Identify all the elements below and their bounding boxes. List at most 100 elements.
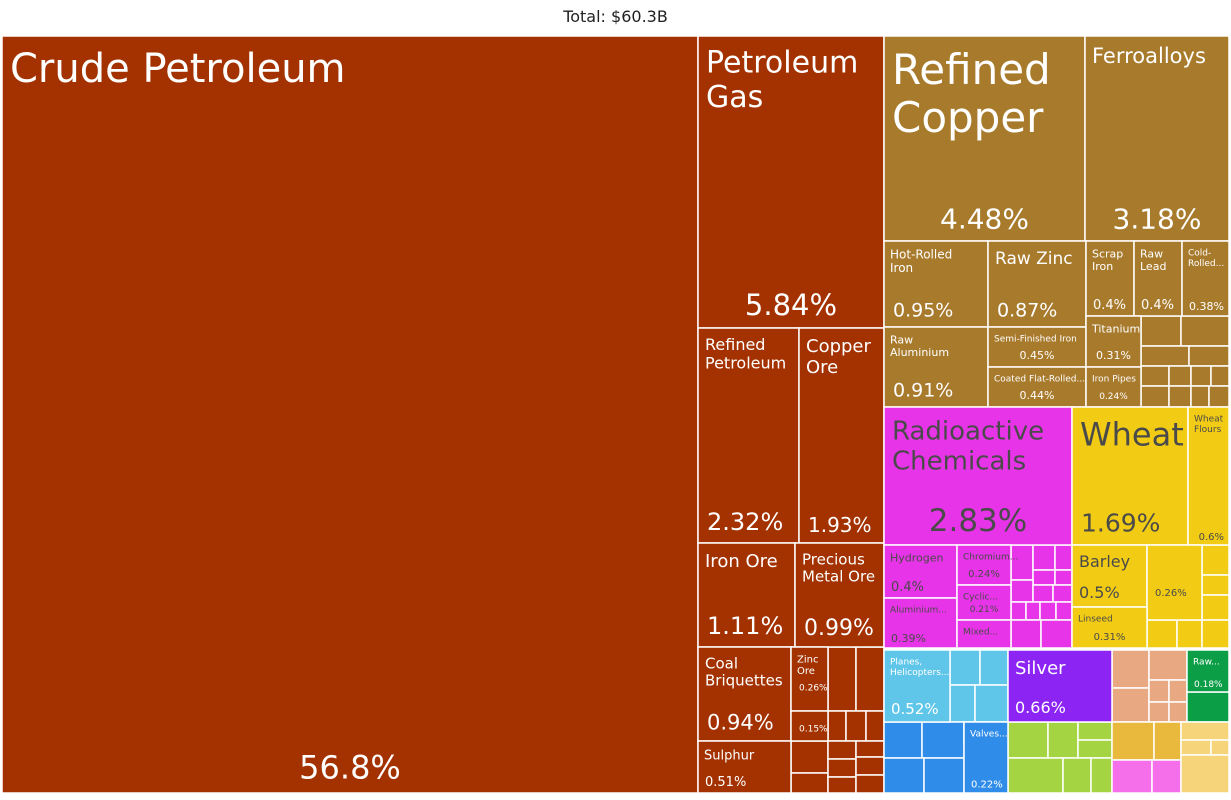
- treemap-tile-refined-copper: [883, 35, 1086, 242]
- tile-label-chromium: Chromium...: [963, 553, 1018, 563]
- tile-label-coal-briquettes: Briquettes: [705, 672, 783, 690]
- tile-label-zinc-ore: Ore: [797, 666, 815, 677]
- tile-label-wheat-flours: Wheat: [1194, 415, 1224, 425]
- treemap-tile-scrap-iron: [1085, 240, 1135, 317]
- tile-value-crude-petroleum: 56.8%: [299, 749, 401, 787]
- treemap-tile-mineral-small: [855, 774, 885, 794]
- treemap-tile-misc-small: [1180, 739, 1212, 756]
- tile-label-aluminium: Aluminium...: [890, 606, 947, 616]
- tile-value-valves: 0.22%: [971, 780, 1003, 791]
- tile-label-scrap-iron: Iron: [1092, 260, 1113, 273]
- treemap-tile-mineral-small: [790, 772, 829, 794]
- treemap-tile-animal-small: [1077, 739, 1113, 759]
- treemap-tile-iron-pipes: [1085, 366, 1142, 408]
- treemap-tile-chemical-small: [1032, 584, 1054, 603]
- treemap-tile-mineral-small: [827, 740, 857, 760]
- treemap-tile-metal-small: [1208, 385, 1230, 408]
- treemap-tile-crude-petroleum: [1, 35, 699, 794]
- treemap-tile-metal-small: [1140, 365, 1170, 387]
- treemap-tile-petroleum-gas: [697, 35, 885, 329]
- treemap-tile-mineral-small: [855, 740, 885, 758]
- tile-value-barley: 0.5%: [1079, 583, 1120, 602]
- tile-label-copper-ore: Ore: [806, 357, 838, 378]
- treemap-tile-iron-ore: [697, 542, 796, 648]
- tile-label-radioactive-chemicals: Radioactive: [892, 417, 1044, 447]
- tile-value-planes-helicopters: 0.52%: [891, 700, 939, 718]
- tile-label-planes-helicopters: Planes,: [890, 658, 922, 668]
- treemap-tile-metal-small: [1140, 385, 1170, 408]
- tile-label-refined-copper: Refined: [892, 45, 1051, 94]
- treemap-tile-metal-small: [1168, 385, 1192, 408]
- treemap-tile-chemical-small: [1032, 544, 1056, 571]
- tile-value-copper-ore: 1.93%: [808, 513, 872, 537]
- treemap-tile-animal-small: [1090, 757, 1113, 794]
- treemap-tile-sulphur: [697, 740, 792, 794]
- tile-value-wheat: 1.69%: [1081, 508, 1160, 537]
- tile-label-copper-ore: Copper: [806, 336, 872, 357]
- treemap-tile-plastic-small: [1111, 759, 1153, 794]
- tile-value-raw: 0.18%: [1194, 680, 1223, 690]
- treemap-tile-chemical-small: [1052, 584, 1073, 603]
- treemap-tile-raw-lead: [1133, 240, 1183, 317]
- tile-value-wheat-flours: 0.6%: [1199, 532, 1224, 543]
- treemap-tile-barley: [1071, 544, 1148, 608]
- chart-title: Total: $60.3B: [563, 7, 668, 26]
- treemap-tile-aluminium: [883, 597, 958, 649]
- treemap-tile-coal-briquettes: [697, 646, 792, 742]
- tile-value-silver: 0.66%: [1015, 698, 1066, 717]
- tile-label-precious-metal-ore: Metal Ore: [802, 568, 875, 586]
- tile-value-aluminium: 0.39%: [891, 632, 926, 645]
- treemap-tile-vegetable-small: [1201, 544, 1230, 576]
- treemap-tile-metal-small: [1190, 385, 1210, 408]
- tile-value-zinc-ore: 0.26%: [799, 684, 828, 694]
- treemap-tile-misc-small: [1180, 754, 1230, 794]
- tile-value-hot-rolled-iron: 0.95%: [893, 300, 953, 322]
- tile-label-titanium: Titanium: [1091, 322, 1140, 335]
- treemap-tile-transport-small: [923, 757, 965, 794]
- tile-label-silver: Silver: [1015, 658, 1066, 679]
- treemap-tile-mineral-small: [790, 740, 829, 774]
- tile-label-cold-rolled: Rolled...: [1188, 259, 1224, 269]
- tile-value-raw-aluminium: 0.91%: [893, 380, 953, 402]
- treemap-tile-animal-small: [1047, 721, 1079, 759]
- treemap-tile-mineral-small: [865, 710, 885, 742]
- treemap-tile-cold-rolled: [1181, 240, 1230, 317]
- treemap-tile-chemical-small: [1010, 601, 1027, 621]
- tile-value-coal-briquettes: 0.94%: [707, 710, 774, 734]
- treemap-tile-mineral-small: [827, 776, 857, 794]
- tile-value-mineral-9: 0.15%: [799, 724, 828, 734]
- tile-value-iron-pipes: 0.24%: [1099, 392, 1128, 402]
- treemap-tile-plastic-small: [1151, 759, 1182, 794]
- treemap-tile-linseed: [1071, 606, 1148, 649]
- treemap-tile-mixed: [956, 619, 1012, 649]
- treemap-tile-vegetable-small: [1146, 619, 1178, 649]
- tile-label-raw: Raw...: [1193, 658, 1220, 668]
- treemap-tile-food-small: [1148, 701, 1170, 723]
- tile-label-hydrogen: Hydrogen: [890, 551, 944, 564]
- treemap-tile-vegetable-small: [1176, 619, 1203, 649]
- treemap-tile-food-small: [1148, 649, 1188, 681]
- tile-label-raw-lead: Lead: [1140, 260, 1166, 273]
- treemap-tile-food-small: [1111, 649, 1150, 689]
- tile-value-titanium: 0.31%: [1096, 349, 1131, 362]
- treemap-tile-chemical-small: [1039, 601, 1057, 621]
- treemap-tile-raw-aluminium: [883, 326, 989, 408]
- treemap-tile-misc-small: [1210, 739, 1230, 756]
- treemap-tile-wood-small: [1111, 721, 1155, 761]
- treemap-tile-mineral-small: [827, 758, 857, 778]
- treemap-tile-misc-small: [1180, 721, 1230, 741]
- treemap-tile-machine-small: [949, 684, 976, 723]
- tile-label-refined-petroleum: Petroleum: [705, 354, 786, 373]
- tile-value-refined-copper: 4.48%: [940, 202, 1029, 235]
- tile-label-linseed: Linseed: [1078, 615, 1113, 625]
- tile-label-petroleum-gas: Petroleum: [706, 46, 858, 81]
- tile-value-radioactive-chemicals: 2.83%: [929, 503, 1027, 539]
- tile-label-crude-petroleum: Crude Petroleum: [10, 46, 346, 92]
- treemap-tile-planes-helicopters: [883, 649, 951, 723]
- treemap-tile-animal-small: [1062, 757, 1092, 794]
- treemap-tile-coated-flat-rolled: [987, 366, 1087, 408]
- treemap-tile-wood-small: [1153, 721, 1182, 761]
- tile-label-ferroalloys: Ferroalloys: [1092, 44, 1206, 68]
- treemap-tile-animal-small: [1007, 757, 1064, 794]
